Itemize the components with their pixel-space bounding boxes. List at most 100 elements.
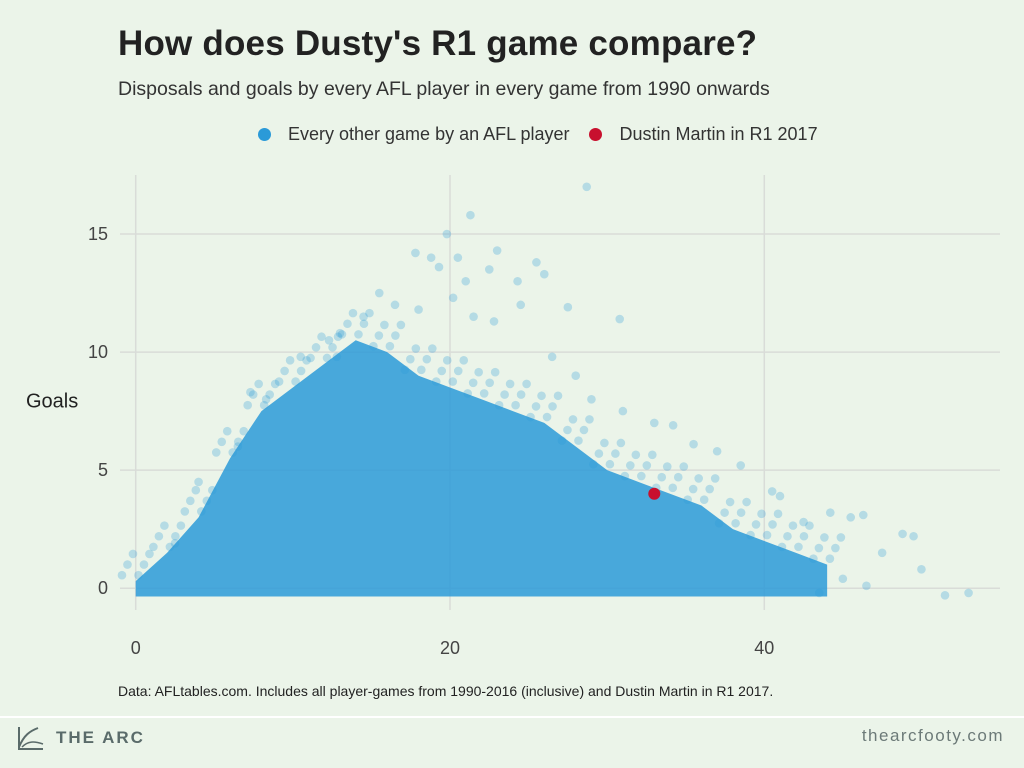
data-point-other — [838, 574, 848, 584]
data-point-other — [964, 588, 973, 598]
brand-name: THE ARC — [56, 728, 145, 747]
legend-label-dustin: Dustin Martin in R1 2017 — [619, 123, 818, 144]
data-point-other — [390, 300, 400, 310]
legend-label-others: Every other game by an AFL player — [288, 123, 570, 144]
data-point-other — [679, 462, 689, 471]
data-point-other — [618, 406, 628, 416]
data-point-other — [742, 497, 751, 507]
brand[interactable]: THE ARC — [16, 722, 145, 754]
data-points — [117, 182, 973, 600]
the-arc-logo-icon — [18, 727, 44, 750]
x-tick-label: 20 — [440, 638, 460, 658]
data-point-other — [359, 319, 369, 329]
site-link[interactable]: thearcfooty.com — [861, 726, 1004, 745]
data-point-other — [246, 387, 255, 397]
data-point-other — [579, 425, 589, 435]
data-point-other — [453, 253, 463, 262]
data-point-other — [589, 459, 598, 469]
data-point-other — [228, 448, 238, 457]
data-point-other — [825, 508, 835, 517]
data-point-other — [306, 353, 315, 363]
data-point-other — [374, 288, 384, 298]
data-point-other — [712, 446, 722, 456]
data-point-other — [649, 418, 659, 428]
legend-item-others: Every other game by an AFL player — [258, 124, 569, 145]
data-point-other — [568, 415, 578, 424]
data-point-other — [683, 495, 692, 504]
data-point-other — [775, 491, 785, 501]
axis-labels: 05101502040DisposalsGoals — [26, 224, 774, 658]
data-point-other — [369, 341, 378, 351]
data-point-other — [468, 378, 478, 388]
data-point-other — [291, 377, 300, 386]
x-tick-label: 0 — [131, 638, 141, 658]
data-point-other — [217, 437, 227, 447]
data-point-other — [522, 379, 531, 389]
data-point-other — [537, 391, 546, 401]
data-point-other — [767, 487, 777, 496]
data-point-other — [825, 554, 835, 563]
data-point-other — [505, 379, 515, 389]
data-point-other — [165, 542, 175, 552]
data-point-other — [328, 343, 337, 352]
data-point-other — [222, 426, 232, 436]
dense-cloud-area — [135, 340, 828, 597]
data-point-other — [662, 462, 672, 471]
data-point-other — [582, 182, 592, 192]
data-point-other — [411, 344, 421, 353]
data-point-dustin-martin — [648, 487, 661, 500]
data-point-other — [725, 497, 735, 507]
data-point-other — [170, 539, 180, 548]
data-point-other — [354, 330, 363, 339]
legend-swatch-others — [258, 127, 271, 141]
data-point-other — [626, 461, 635, 470]
data-point-other — [134, 570, 143, 580]
data-point-other — [434, 262, 444, 272]
data-point-other — [391, 331, 400, 340]
legend-swatch-dustin — [589, 127, 603, 141]
data-point-other — [714, 518, 724, 528]
data-point-other — [442, 356, 452, 365]
data-point-other — [380, 320, 389, 330]
y-tick-label: 5 — [98, 460, 108, 480]
data-point-other — [490, 367, 500, 377]
data-point-other — [809, 554, 818, 563]
data-point-other — [442, 229, 452, 239]
data-point-other — [374, 331, 384, 340]
data-point-other — [343, 319, 352, 329]
x-tick-label: 40 — [754, 638, 774, 658]
data-point-other — [631, 450, 641, 460]
data-point-other — [385, 341, 395, 351]
data-point-other — [689, 439, 698, 449]
data-point-other — [270, 379, 280, 389]
data-point-other — [500, 390, 509, 399]
data-point-other — [400, 365, 410, 375]
data-point-other — [359, 312, 368, 321]
data-point-other — [211, 448, 221, 457]
data-point-other — [176, 521, 186, 530]
data-point-other — [531, 402, 541, 411]
data-point-other — [265, 390, 274, 399]
y-tick-label: 15 — [88, 224, 108, 244]
data-point-other — [145, 549, 154, 559]
data-point-other — [417, 365, 426, 375]
data-point-other — [553, 391, 563, 401]
data-point-other — [557, 436, 567, 445]
data-point-other — [431, 377, 441, 386]
data-point-other — [773, 509, 783, 519]
data-point-other — [453, 366, 463, 376]
data-point-other — [526, 412, 535, 422]
data-point-other — [428, 344, 437, 353]
data-point-other — [615, 314, 625, 324]
data-point-other — [489, 317, 499, 326]
data-point-other — [513, 276, 522, 286]
data-point-other — [261, 395, 271, 404]
legend-item-dustin: Dustin Martin in R1 2017 — [589, 123, 818, 145]
data-point-other — [484, 265, 494, 274]
data-point-other — [705, 484, 714, 494]
data-point-other — [846, 513, 856, 522]
legend: Every other game by an AFL player Dustin… — [258, 122, 838, 146]
data-point-other — [757, 509, 766, 519]
data-point-other — [532, 258, 541, 267]
data-point-other — [616, 438, 626, 448]
